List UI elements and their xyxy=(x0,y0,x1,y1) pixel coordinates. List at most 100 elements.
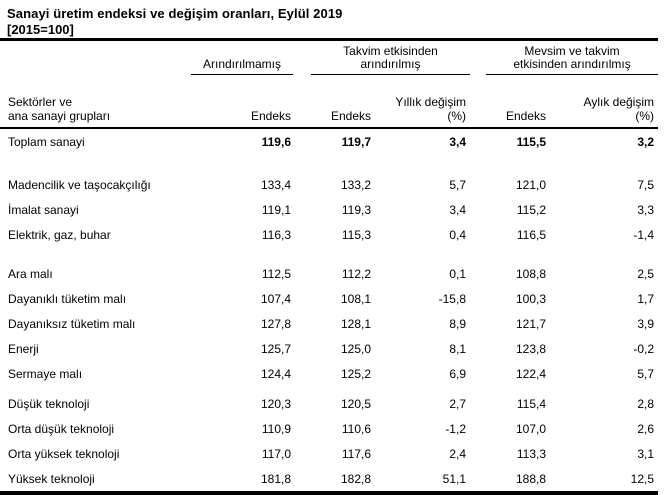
row-value: 3,1 xyxy=(637,446,655,461)
row-label: Elektrik, gaz, buhar xyxy=(8,227,111,242)
row-value: 128,1 xyxy=(340,316,371,331)
col-group-label: etkisinden arındırılmış xyxy=(513,57,631,71)
row-value: 116,3 xyxy=(261,227,291,242)
row-label: Madencilik ve taşocakçılığı xyxy=(8,177,151,192)
table-row: Orta yüksek teknoloji 117,0 117,6 2,4 113,3 3… xyxy=(0,441,658,466)
col-header-annual-change: Yıllık değişim (%) xyxy=(375,75,470,129)
row-value: 125,7 xyxy=(260,341,291,356)
row-value: 110,6 xyxy=(341,421,371,436)
row-value: 5,7 xyxy=(449,177,466,192)
row-value: 133,2 xyxy=(340,177,371,192)
column-group-row: Arındırılmamış Takvim etkisinden arındır… xyxy=(0,40,659,75)
row-value: 124,4 xyxy=(260,366,291,381)
row-value: 122,4 xyxy=(515,366,546,381)
row-value: 112,2 xyxy=(341,266,371,281)
table-row: Dayanıklı tüketim malı 107,4 108,1 -15,8 100… xyxy=(0,286,658,311)
section-spacer xyxy=(0,154,658,172)
row-value: 119,3 xyxy=(341,202,371,217)
row-value: 120,5 xyxy=(340,396,371,411)
row-value: 113,3 xyxy=(516,446,546,461)
table-row: Elektrik, gaz, buhar 116,3 115,3 0,4 116,5 -1… xyxy=(0,222,658,247)
row-value: 2,8 xyxy=(637,396,655,411)
row-value: 8,1 xyxy=(449,341,466,356)
row-value: 125,2 xyxy=(340,366,371,381)
table-row: Madencilik ve taşocakçılığı 133,4 133,2 5,7… xyxy=(0,172,658,197)
col-group-label: arındırılmış xyxy=(360,57,421,71)
col-group-unadjusted: Arındırılmamış xyxy=(185,40,295,75)
row-value: 2,4 xyxy=(449,446,466,461)
table-body: Toplam sanayi 119,6 119,7 3,4 115,5 3,2 Madenc… xyxy=(0,128,658,493)
row-label: Orta yüksek teknoloji xyxy=(8,446,120,461)
row-value: -1,2 xyxy=(445,421,466,436)
row-value: 8,9 xyxy=(449,316,466,331)
row-value: 0,4 xyxy=(449,227,466,242)
row-label: Toplam sanayi xyxy=(8,134,85,149)
row-value: 3,3 xyxy=(637,202,655,217)
row-value: 3,4 xyxy=(449,134,466,149)
row-value: -0,2 xyxy=(633,341,655,356)
row-value: 116,5 xyxy=(516,227,546,242)
row-value: 188,8 xyxy=(515,471,546,486)
industry-production-index-table: Arındırılmamış Takvim etkisinden arındır… xyxy=(0,38,659,495)
row-value: 3,9 xyxy=(637,316,655,331)
row-value: 115,5 xyxy=(516,134,546,149)
col-group-seasonal-calendar-adjusted: Mevsim ve takvim etkisinden arındırılmış xyxy=(470,40,659,75)
table-row: Enerji 125,7 125,0 8,1 123,8 -0,2 xyxy=(0,336,658,361)
row-label: Sermaye malı xyxy=(8,366,83,381)
row-value: 51,1 xyxy=(442,471,466,486)
row-value: 133,4 xyxy=(260,177,291,192)
row-value: 125,0 xyxy=(340,341,371,356)
row-value: 123,8 xyxy=(515,341,546,356)
row-value: 108,1 xyxy=(340,291,371,306)
row-value: 3,2 xyxy=(637,134,655,149)
page-title: Sanayi üretim endeksi ve değişim oranlar… xyxy=(7,6,343,21)
row-label: Enerji xyxy=(8,341,39,356)
row-value: 119,1 xyxy=(261,202,291,217)
table-row: Ara malı 112,5 112,2 0,1 108,8 2,5 xyxy=(0,261,658,286)
row-value: -15,8 xyxy=(438,291,466,306)
row-value: 110,9 xyxy=(261,421,291,436)
row-value: 3,4 xyxy=(449,202,466,217)
row-value: 115,2 xyxy=(516,202,546,217)
table-row: Düşük teknoloji 120,3 120,5 2,7 115,4 2,8 xyxy=(0,391,658,416)
row-label: Düşük teknoloji xyxy=(8,396,90,411)
row-label: İmalat sanayi xyxy=(8,202,79,217)
row-value: 1,7 xyxy=(637,291,655,306)
col-group-calendar-adjusted: Takvim etkisinden arındırılmış xyxy=(295,40,470,75)
row-label: Dayanıklı tüketim malı xyxy=(8,291,127,306)
row-label: Dayanıksız tüketim malı xyxy=(8,316,136,331)
row-value: 2,6 xyxy=(637,421,655,436)
col-group-label: Arındırılmamış xyxy=(202,57,281,71)
table-header: Arındırılmamış Takvim etkisinden arındır… xyxy=(0,40,659,129)
table-row: Orta düşük teknoloji 110,9 110,6 -1,2 107,0 2… xyxy=(0,416,658,441)
row-value: 119,6 xyxy=(261,134,291,149)
column-header-row: Sektörler ve ana sanayi grupları Endeks … xyxy=(0,75,659,129)
row-value: 127,8 xyxy=(260,316,291,331)
col-group-label: Takvim etkisinden xyxy=(343,44,438,58)
row-value: 6,9 xyxy=(449,366,466,381)
row-value: 2,7 xyxy=(449,396,466,411)
row-value: -1,4 xyxy=(633,227,655,242)
row-value: 117,0 xyxy=(261,446,291,461)
row-value: 115,3 xyxy=(341,227,371,242)
row-value: 100,3 xyxy=(515,291,546,306)
row-value: 182,8 xyxy=(340,471,371,486)
col-group-label: Mevsim ve takvim xyxy=(524,44,620,58)
row-label: Yüksek teknoloji xyxy=(8,471,95,486)
row-label: Ara malı xyxy=(8,266,53,281)
table-row: İmalat sanayi 119,1 119,3 3,4 115,2 3,3 xyxy=(0,197,658,222)
table-row: Toplam sanayi 119,6 119,7 3,4 115,5 3,2 xyxy=(0,128,658,154)
row-value: 7,5 xyxy=(637,177,655,192)
row-value: 120,3 xyxy=(260,396,291,411)
col-header-endeks-unadjusted: Endeks xyxy=(185,75,295,129)
title-block: Sanayi üretim endeksi ve değişim oranlar… xyxy=(0,0,668,38)
table-row: Dayanıksız tüketim malı 127,8 128,1 8,9 121,… xyxy=(0,311,658,336)
row-value: 115,4 xyxy=(516,396,546,411)
col-header-endeks-seasonal: Endeks xyxy=(470,75,550,129)
page-subtitle: [2015=100] xyxy=(7,22,74,37)
row-value: 121,7 xyxy=(515,316,546,331)
row-value: 112,5 xyxy=(261,266,291,281)
row-value: 107,0 xyxy=(515,421,546,436)
row-value: 107,4 xyxy=(260,291,291,306)
